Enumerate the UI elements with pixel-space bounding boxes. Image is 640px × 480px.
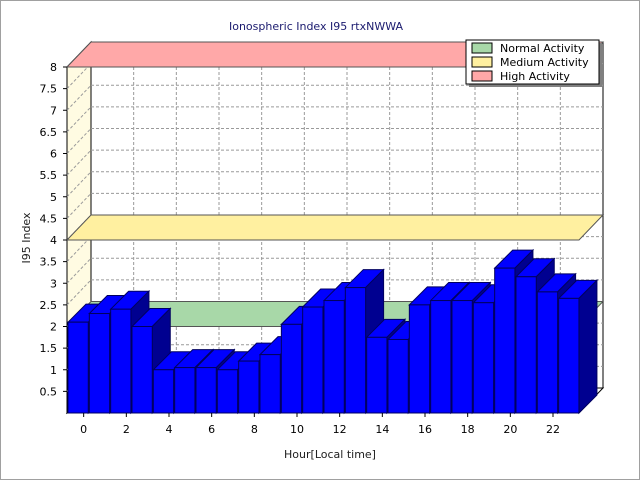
y-tick-label: 4.5 — [40, 212, 58, 225]
legend-swatch-0 — [471, 42, 493, 54]
y-tick-label: 7 — [50, 104, 57, 117]
band-1-plane — [65, 214, 605, 241]
x-tick-label: 6 — [208, 423, 215, 436]
bar-front — [195, 367, 217, 414]
grid-line-side — [66, 279, 92, 306]
y-tick-label: 8 — [50, 61, 57, 74]
legend-swatch-1 — [471, 56, 493, 68]
x-tick-label: 16 — [418, 423, 432, 436]
grid-line-side — [66, 193, 92, 219]
bar-front — [430, 300, 452, 414]
grid-line-side — [66, 106, 92, 133]
y-axis-ticks: 0.5 1 1.5 2 2.5 3 3.5 4 4.5 5 5.5 6 6.5 7 7.5 8 — [40, 61, 67, 398]
grid-line-side — [66, 63, 92, 89]
bar-front — [558, 297, 580, 414]
bar-front — [238, 360, 260, 414]
grid-line-side — [66, 171, 92, 198]
y-tick-label: 5.5 — [40, 169, 58, 182]
x-axis-ticks: 0 2 4 6 8 10 12 14 16 18 20 22 — [80, 413, 560, 436]
y-tick-label: 6.5 — [40, 126, 58, 139]
grid-line-side — [66, 128, 92, 154]
bar-front — [302, 306, 324, 414]
bar-front — [152, 369, 175, 414]
y-tick-label: 3.5 — [40, 256, 58, 269]
x-tick-label: 0 — [80, 423, 87, 436]
bar-front — [451, 300, 473, 414]
bar-front — [323, 300, 345, 414]
y-axis-label: I95 Index — [20, 212, 33, 264]
bar-front — [67, 321, 89, 414]
bar-front — [259, 354, 281, 414]
grid-line-side — [66, 149, 92, 176]
bar-front — [515, 276, 537, 414]
x-tick-label: 22 — [546, 423, 560, 436]
bar-front — [472, 302, 495, 414]
y-tick-label: 2.5 — [40, 299, 58, 312]
legend-label-0: Normal Activity — [500, 42, 585, 55]
legend-label-1: Medium Activity — [500, 56, 589, 69]
bar-front — [216, 369, 239, 414]
bar-front — [366, 336, 388, 414]
bar-23 — [557, 279, 599, 415]
x-axis-label: Hour[Local time] — [284, 448, 376, 461]
x-tick-label: 4 — [166, 423, 173, 436]
y-tick-label: 4 — [50, 234, 57, 247]
x-tick-label: 10 — [290, 423, 304, 436]
y-tick-label: 6 — [50, 148, 57, 161]
bar-front — [536, 291, 559, 414]
x-tick-label: 14 — [375, 423, 389, 436]
bar-front — [110, 308, 132, 414]
grid-line-side — [66, 257, 92, 284]
x-tick-label: 18 — [461, 423, 475, 436]
grid-line-side — [66, 84, 92, 111]
bar-front — [387, 338, 409, 414]
legend-label-2: High Activity — [500, 70, 570, 83]
y-tick-label: 2 — [50, 321, 57, 334]
grid-line-side — [66, 236, 92, 262]
bar-front — [88, 313, 111, 414]
y-tick-label: 3 — [50, 277, 57, 290]
chart-title: Ionospheric Index I95 rtxNWWA — [229, 20, 403, 33]
bar-front — [131, 326, 153, 414]
bar-side — [578, 279, 598, 415]
bar-series — [66, 248, 599, 415]
x-tick-label: 8 — [251, 423, 258, 436]
bar-front — [408, 304, 431, 414]
y-tick-label: 0.5 — [40, 385, 58, 398]
y-tick-label: 1 — [50, 364, 57, 377]
legend-swatch-2 — [471, 70, 493, 82]
y-tick-label: 1.5 — [40, 342, 58, 355]
y-tick-label: 5 — [50, 191, 57, 204]
y-tick-label: 7.5 — [40, 83, 58, 96]
bar-front — [344, 287, 367, 414]
x-tick-label: 12 — [333, 423, 347, 436]
bar-front — [494, 267, 516, 414]
x-tick-label: 2 — [123, 423, 130, 436]
x-tick-label: 20 — [503, 423, 517, 436]
bar-front — [280, 323, 303, 414]
bar-front — [174, 367, 196, 414]
